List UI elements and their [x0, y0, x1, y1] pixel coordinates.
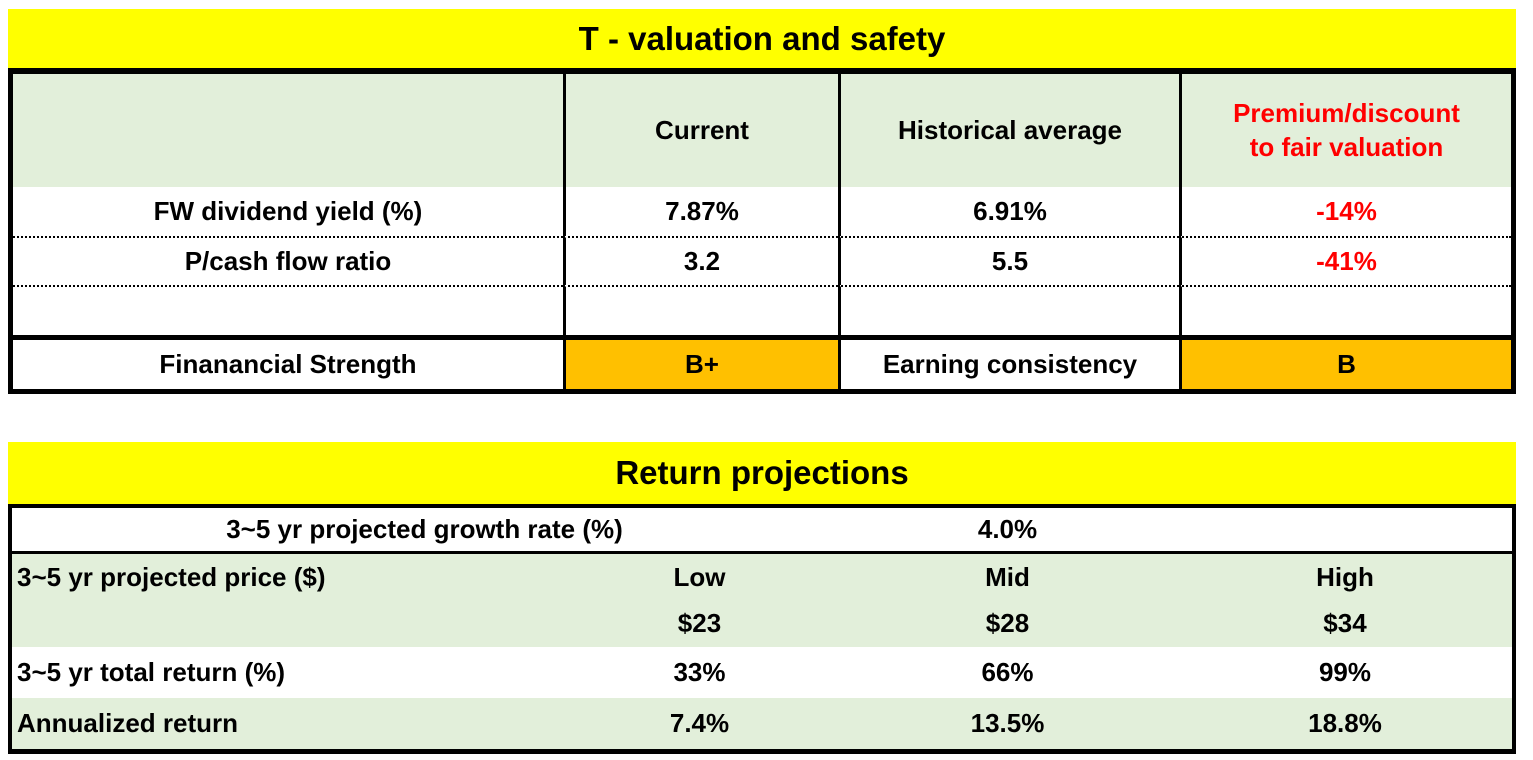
empty-cell	[1179, 285, 1511, 335]
earning-consistency-label-cell: Earning consistency	[838, 335, 1179, 389]
pcf-label-cell: P/cash flow ratio	[13, 236, 563, 285]
total-return-mid-cell: 66%	[981, 656, 1034, 687]
projections-table: 3~5 yr projected growth rate (%) 4.0% 3~…	[8, 504, 1516, 754]
pcf-premium-cell: -41%	[1179, 236, 1511, 285]
price-high-value: $34	[1323, 607, 1367, 638]
price-mid-value: $28	[985, 607, 1030, 638]
projected-price-label: 3~5 yr projected price ($)	[17, 561, 326, 592]
table-spacer	[8, 394, 1516, 442]
header-blank-cell	[13, 74, 563, 187]
spreadsheet: T - valuation and safety Current Histori…	[8, 9, 1516, 754]
pcf-current-cell: 3.2	[563, 236, 838, 285]
annualized-return-mid-cell: 13.5%	[837, 698, 1178, 749]
empty-cell	[1178, 508, 1512, 554]
growth-rate-value-cell: 4.0%	[837, 508, 1178, 554]
total-return-low-cell: 33%	[673, 656, 726, 687]
dividend-label-cell: FW dividend yield (%)	[153, 195, 423, 226]
price-low-value: $23	[677, 607, 722, 638]
dividend-current-cell: 7.87%	[563, 187, 838, 236]
dividend-premium-cell: -14%	[1179, 187, 1511, 236]
projected-price-mid-cell: Mid $28	[837, 554, 1178, 647]
annualized-return-low-cell: 7.4%	[562, 698, 837, 749]
total-return-label-cell: 3~5 yr total return (%)	[17, 656, 286, 687]
valuation-title-bar: T - valuation and safety	[8, 9, 1516, 68]
annualized-return-high-cell: 18.8%	[1178, 698, 1512, 749]
projections-title: Return projections	[615, 454, 909, 491]
scenario-high-label: High	[1316, 561, 1374, 592]
header-current-cell: Current	[563, 74, 838, 187]
header-premium-cell: Premium/discount to fair valuation	[1179, 74, 1511, 187]
scenario-low-label: Low	[673, 561, 726, 592]
growth-rate-label-cell: 3~5 yr projected growth rate (%)	[12, 508, 837, 554]
empty-cell	[838, 285, 1179, 335]
annualized-return-label-cell: Annualized return	[12, 698, 562, 749]
pcf-historical-cell: 5.5	[838, 236, 1179, 285]
financial-strength-label-cell: Finanancial Strength	[13, 335, 563, 389]
header-historical-cell: Historical average	[838, 74, 1179, 187]
earning-consistency-grade-cell: B	[1179, 335, 1511, 389]
projected-price-label-cell: 3~5 yr projected price ($)	[12, 554, 562, 647]
projected-price-high-cell: High $34	[1178, 554, 1512, 647]
projected-price-low-cell: Low $23	[562, 554, 837, 647]
total-return-high-cell: 99%	[1318, 656, 1372, 687]
empty-cell	[13, 285, 563, 335]
financial-strength-grade-cell: B+	[563, 335, 838, 389]
scenario-mid-label: Mid	[985, 561, 1030, 592]
dividend-historical-cell: 6.91%	[838, 187, 1179, 236]
empty-cell	[563, 285, 838, 335]
valuation-table: Current Historical average Premium/disco…	[8, 68, 1516, 394]
projections-title-bar: Return projections	[8, 442, 1516, 504]
empty-line	[12, 601, 562, 647]
valuation-title: T - valuation and safety	[578, 19, 946, 57]
